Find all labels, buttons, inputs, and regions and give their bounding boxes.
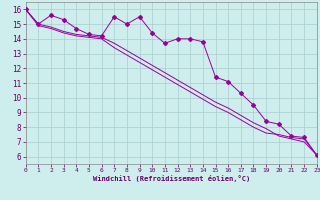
X-axis label: Windchill (Refroidissement éolien,°C): Windchill (Refroidissement éolien,°C) (92, 175, 250, 182)
